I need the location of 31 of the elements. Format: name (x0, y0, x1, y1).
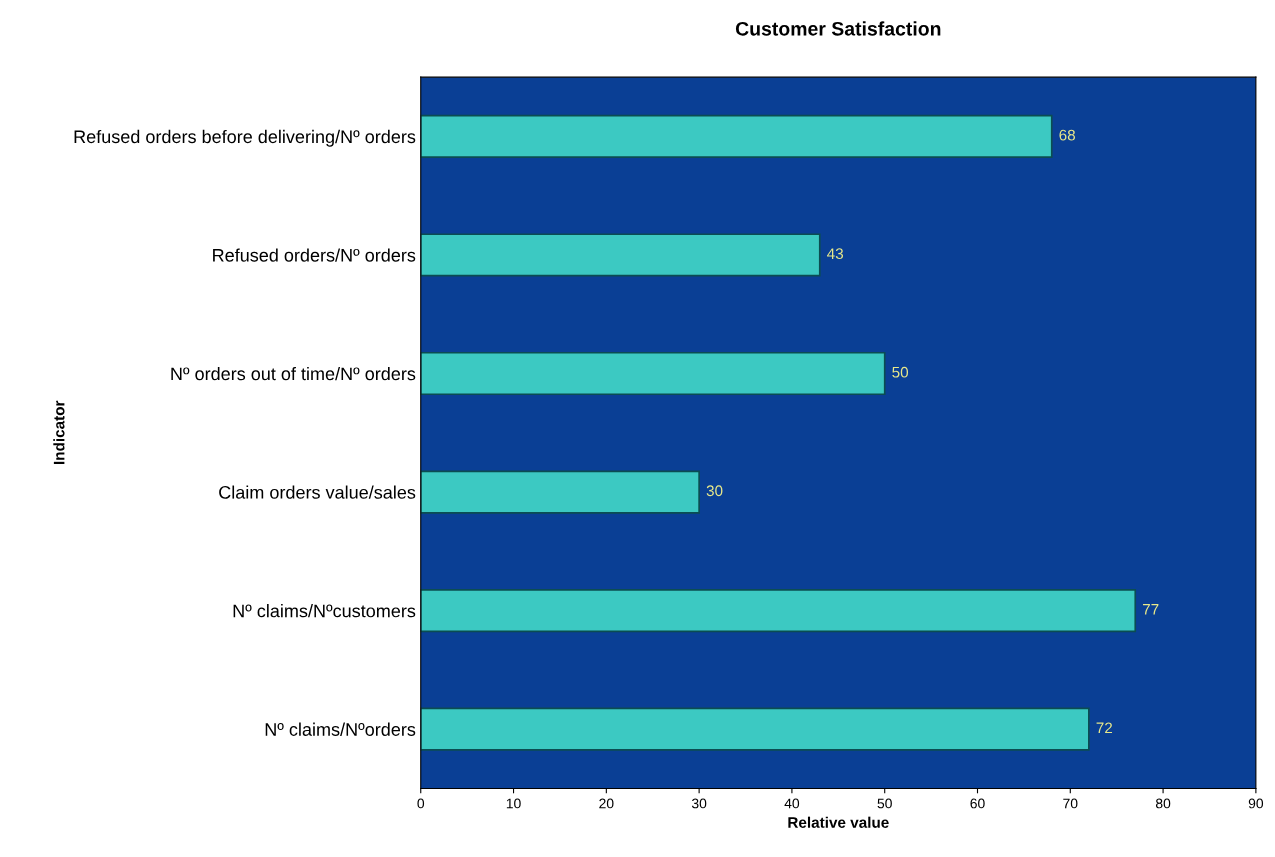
x-tick-label: 20 (599, 798, 614, 809)
data-label: 30 (706, 485, 723, 497)
x-tick-label: 0 (417, 798, 425, 809)
data-label: 77 (1142, 604, 1159, 615)
y-tick-label: Nº claims/Nºcustomers (233, 604, 416, 618)
chart-title: Customer Satisfaction (735, 21, 941, 36)
x-tick-label: 90 (1248, 798, 1264, 809)
y-tick-label: Claim orders value/sales (219, 485, 416, 499)
x-tick-label: 40 (784, 798, 800, 809)
data-label: 72 (1096, 722, 1113, 734)
y-axis-title: Indicator (53, 400, 65, 465)
x-tick-label: 50 (877, 798, 892, 809)
bar (420, 351, 886, 396)
x-tick-label: 30 (691, 798, 707, 809)
data-label: 43 (827, 248, 844, 260)
y-tick-label: Refused orders before delivering/Nº orders (74, 129, 416, 147)
data-label: 68 (1059, 129, 1076, 141)
y-tick-label: Refused orders/Nº orders (213, 248, 416, 262)
bar (420, 114, 1053, 158)
x-tick-label: 70 (1063, 798, 1078, 809)
x-tick-label: 60 (970, 798, 985, 809)
x-tick-label: 10 (506, 798, 521, 809)
y-tick-label: Nº orders out of time/Nº orders (171, 366, 416, 381)
data-label: 50 (892, 366, 909, 378)
bar (420, 233, 821, 277)
x-tick-label: 80 (1155, 798, 1171, 809)
y-tick-label: Nº claims/Nºorders (265, 722, 416, 736)
bar (420, 707, 1090, 751)
bar (420, 470, 700, 514)
x-axis-title: Relative value (788, 816, 889, 828)
bar (420, 589, 1137, 633)
